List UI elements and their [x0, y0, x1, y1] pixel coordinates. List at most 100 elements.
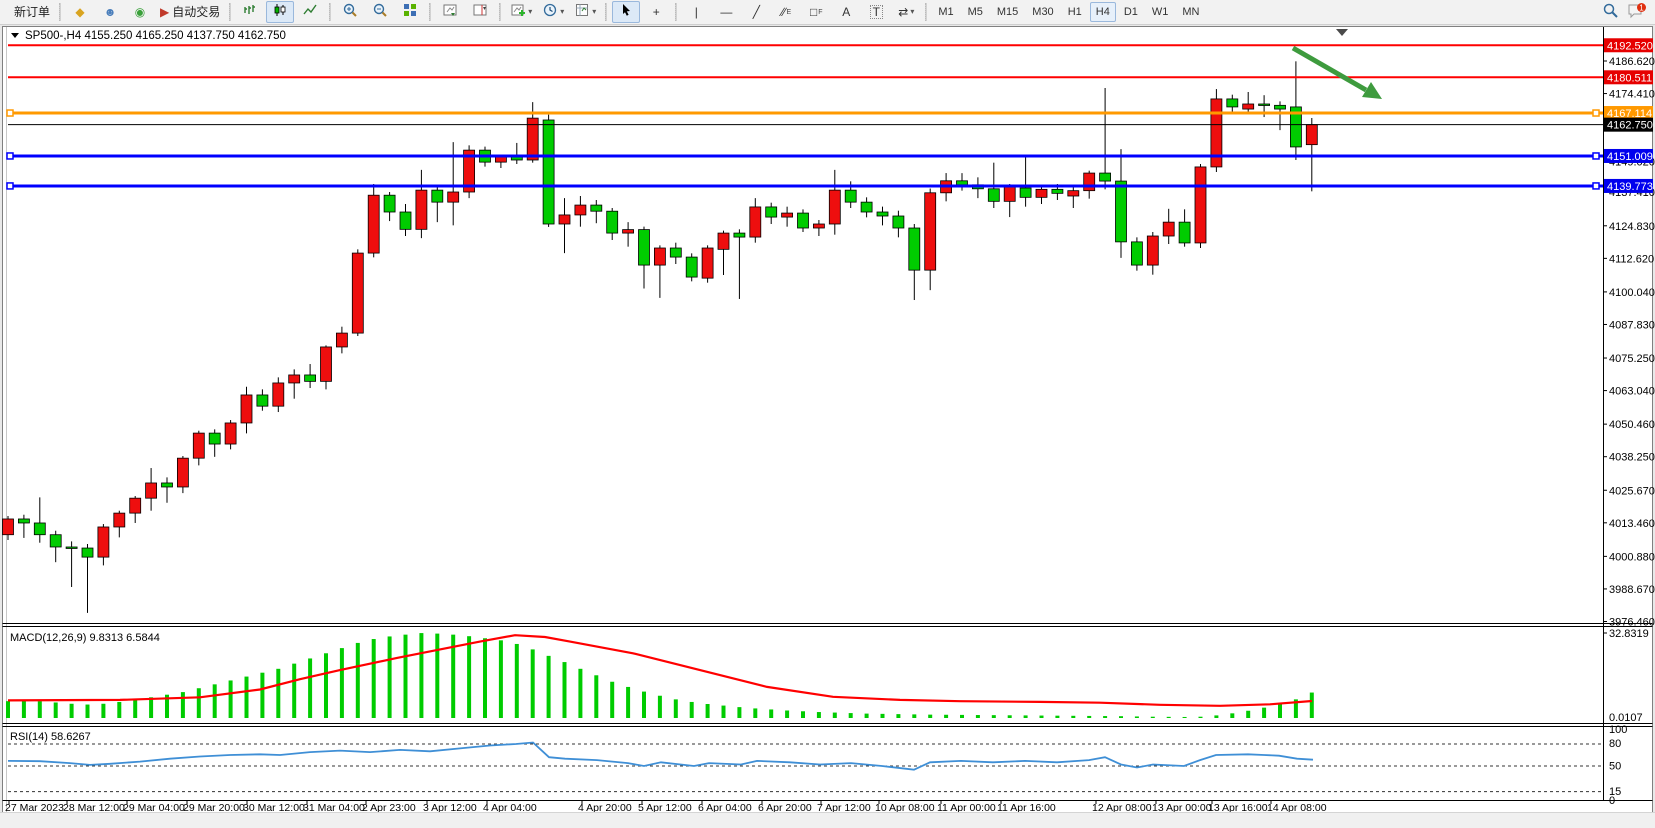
bar-chart-button[interactable] — [236, 1, 264, 23]
timeframe-m30-button[interactable]: M30 — [1032, 6, 1054, 18]
chat-button[interactable]: 1 — [1627, 2, 1647, 23]
macd-histogram-bar — [832, 712, 837, 718]
timeframe-h1-button[interactable]: H1 — [1067, 6, 1082, 18]
chart-shift-marker[interactable] — [1336, 29, 1348, 36]
price-axis-label: 4025.670 — [1609, 485, 1655, 497]
candle-body — [240, 394, 253, 424]
macd-histogram-bar — [975, 715, 980, 718]
trend-arrow[interactable] — [1291, 45, 1382, 99]
sub-label: E — [786, 9, 792, 16]
signal-icon-button[interactable]: ◉ — [126, 1, 154, 23]
macd-histogram-bar — [69, 703, 74, 718]
channel-button[interactable]: ∕∕ E — [772, 1, 800, 23]
crosshair-button[interactable]: + — [642, 1, 670, 23]
macd-histogram-bar — [37, 701, 42, 718]
time-axis-label: 29 Mar 04:00 — [123, 802, 185, 814]
timeframe-d1-button[interactable]: D1 — [1123, 6, 1138, 18]
bars-icon — [242, 2, 258, 23]
new-order-button-label: 新订单 — [14, 5, 51, 19]
candle — [383, 192, 396, 222]
autotrade-icon: ▶ — [160, 5, 170, 19]
trendline-button[interactable]: ╱ — [742, 1, 770, 23]
tile-windows-button[interactable] — [396, 1, 424, 23]
macd-histogram-bar — [737, 707, 742, 718]
arrows-button[interactable]: ⇄ ▾ — [892, 1, 920, 23]
blue-support-line-lower[interactable] — [6, 182, 1603, 190]
hline-icon: — — [720, 5, 733, 19]
blue-support-line-upper[interactable] — [6, 152, 1603, 160]
timeframe-h4-button[interactable]: H4 — [1089, 2, 1116, 22]
symbol-dropdown-icon[interactable] — [11, 33, 19, 38]
vline-icon: | — [694, 5, 698, 19]
periods-button[interactable]: ▾ — [538, 1, 568, 23]
timeframe-m1-button[interactable]: M1 — [938, 6, 954, 18]
zoom-in-button[interactable] — [336, 1, 364, 23]
time-axis-label: 7 Apr 12:00 — [817, 802, 871, 814]
candle — [1226, 94, 1239, 114]
vline-button[interactable]: | — [682, 1, 710, 23]
status-bar — [0, 812, 1655, 828]
macd-histogram-bar — [467, 636, 472, 718]
fibo-button[interactable]: □ F — [802, 1, 830, 23]
textlabel-button[interactable]: T — [862, 1, 890, 23]
macd-axis-max: 32.8319 — [1609, 628, 1649, 640]
risk-icon-icon: ◆ — [75, 5, 85, 19]
templates-button[interactable]: ▾ — [570, 1, 600, 23]
timeframe-w1-button[interactable]: W1 — [1151, 6, 1169, 18]
line-chart-button[interactable] — [296, 1, 324, 23]
macd-histogram-bar — [339, 648, 344, 718]
price-badge: 4151.009 — [1604, 148, 1653, 163]
search-button[interactable] — [1602, 2, 1619, 22]
trend-arrow-shaft[interactable] — [1291, 45, 1368, 93]
timeframe-mn-button[interactable]: MN — [1182, 6, 1200, 18]
orange-support-line[interactable] — [6, 109, 1603, 117]
toolbar-separator — [59, 3, 62, 21]
timeframe-m5-button[interactable]: M5 — [967, 6, 983, 18]
line-handle[interactable] — [1592, 182, 1600, 190]
candle — [1067, 186, 1080, 209]
candle-body — [1051, 188, 1064, 194]
line-handle[interactable] — [1592, 109, 1600, 117]
macd-histogram-bar — [1198, 716, 1203, 718]
hline-button[interactable]: — — [712, 1, 740, 23]
candle — [781, 206, 793, 227]
candle-body — [383, 194, 396, 213]
timeframe-m15-button[interactable]: M15 — [996, 6, 1019, 18]
candle-body — [1194, 166, 1207, 244]
text-button[interactable]: A — [832, 1, 860, 23]
rsi-axis-label: 100 — [1609, 724, 1627, 736]
rsi-axis-label: 80 — [1609, 738, 1621, 750]
macd-histogram-bar — [1007, 715, 1012, 718]
cursor-button[interactable] — [612, 1, 641, 23]
candle — [606, 208, 619, 241]
macd-histogram-bar — [85, 704, 90, 718]
new-order-button[interactable]: 新订单 — [7, 1, 54, 23]
profile-icon-button[interactable]: ☻ — [96, 1, 124, 23]
auto-scroll-button[interactable] — [436, 1, 464, 23]
autotrade-button[interactable]: ▶ 自动交易 — [156, 1, 224, 23]
risk-icon-button[interactable]: ◆ — [66, 1, 94, 23]
zoom-out-button[interactable] — [366, 1, 394, 23]
chart-shift-button[interactable] — [466, 1, 494, 23]
candle — [908, 224, 921, 301]
candle-body — [1274, 104, 1286, 110]
candle-body — [97, 526, 110, 558]
macd-histogram-bar — [117, 701, 122, 718]
line-handle[interactable] — [6, 109, 14, 117]
line-handle[interactable] — [6, 152, 14, 160]
time-axis-label: 29 Mar 20:00 — [183, 802, 245, 814]
line-handle[interactable] — [1592, 152, 1600, 160]
candle — [176, 456, 189, 494]
macd-histogram-bar — [1246, 710, 1251, 718]
chartshift-icon — [472, 2, 488, 23]
candle — [65, 541, 78, 587]
trend-arrow-head[interactable] — [1362, 82, 1382, 99]
candle-chart-button[interactable] — [266, 1, 295, 23]
indicators-button[interactable]: ▾ — [506, 1, 536, 23]
line-handle[interactable] — [6, 182, 14, 190]
text-icon: A — [842, 5, 851, 19]
candle-body — [129, 497, 142, 514]
macd-label: MACD(12,26,9) 9.8313 6.5844 — [10, 632, 160, 644]
candle-body — [1305, 124, 1318, 146]
